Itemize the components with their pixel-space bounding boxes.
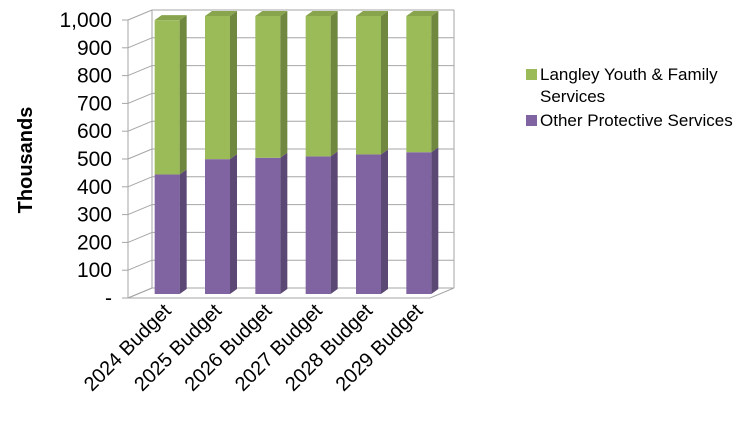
bar-segment <box>154 169 187 294</box>
bar-side <box>330 151 338 294</box>
gridline-side <box>127 148 153 160</box>
y-tick-label: 400 <box>77 176 112 199</box>
bar-segment <box>255 152 288 294</box>
gridline-side <box>127 204 153 216</box>
gridline-side <box>127 176 153 188</box>
bar-segment <box>406 11 439 153</box>
bar-segment <box>205 154 237 294</box>
legend-swatch-other-protective <box>526 115 537 126</box>
bar-top <box>205 11 237 16</box>
bar-front <box>154 174 180 294</box>
bar-side <box>230 154 237 294</box>
y-tick-label: 800 <box>77 65 112 88</box>
bar-front <box>154 20 180 175</box>
legend-swatch-langley <box>526 69 537 80</box>
legend-label-other-protective: Other Protective Services <box>540 111 733 130</box>
y-tick-label: 100 <box>77 259 112 282</box>
gridline-side <box>127 37 153 49</box>
bar-side <box>330 11 338 157</box>
bar-side <box>230 11 237 160</box>
bar-front <box>356 154 381 294</box>
bar-side <box>431 11 439 153</box>
bar-front <box>406 16 432 153</box>
bar-segment <box>305 151 338 294</box>
legend-item-other-protective: Other Protective Services <box>524 110 752 132</box>
gridline-side <box>127 231 153 243</box>
bar-top <box>154 15 187 21</box>
bar-front <box>255 16 281 158</box>
gridlines <box>122 9 454 299</box>
bar-side <box>381 149 388 294</box>
bar-side <box>280 11 288 158</box>
bar-front <box>406 152 432 294</box>
bar-top <box>305 11 338 16</box>
bar-side <box>179 15 187 175</box>
bar-segment <box>154 15 187 175</box>
gridline-side <box>127 9 153 21</box>
y-tick-label: - <box>105 287 112 310</box>
y-tick-label: 600 <box>77 120 112 143</box>
bar-top <box>255 11 288 16</box>
bar-front <box>356 16 381 155</box>
bar-front <box>205 159 230 294</box>
y-tick-label: 700 <box>77 92 112 115</box>
gridline-side <box>127 92 153 104</box>
bar-side <box>179 169 187 294</box>
y-tick-label: 1,000 <box>59 9 112 32</box>
y-tick-label: 500 <box>77 148 112 171</box>
bar-segment <box>205 11 237 160</box>
bar-segment <box>356 149 388 294</box>
bar-top <box>356 11 388 16</box>
y-axis-label: Thousands <box>15 107 37 214</box>
bar-segment <box>305 11 338 157</box>
gridline-side <box>127 287 153 299</box>
bar-side <box>280 152 288 294</box>
gridline-side <box>127 259 153 271</box>
bar-top <box>406 11 439 16</box>
gridline-side <box>127 65 153 77</box>
bar-segment <box>255 11 288 158</box>
legend: Langley Youth & Family Services Other Pr… <box>524 64 752 134</box>
bars <box>154 11 439 294</box>
bar-side <box>431 147 439 294</box>
y-tick-label: 200 <box>77 231 112 254</box>
y-tick-labels: - 100 200 300 400 500 600 700 800 900 1,000 <box>59 9 112 310</box>
legend-item-langley: Langley Youth & Family Services <box>524 64 752 108</box>
bar-front <box>305 156 331 294</box>
legend-label-langley: Langley Youth & Family Services <box>540 65 718 106</box>
gridline-side <box>127 120 153 132</box>
y-tick-label: 300 <box>77 204 112 227</box>
y-tick-label: 900 <box>77 37 112 60</box>
bar-front <box>255 157 281 294</box>
bar-front <box>305 16 331 157</box>
bar-segment <box>356 11 388 155</box>
bar-front <box>205 16 230 160</box>
bar-segment <box>406 147 439 294</box>
bar-side <box>381 11 388 155</box>
